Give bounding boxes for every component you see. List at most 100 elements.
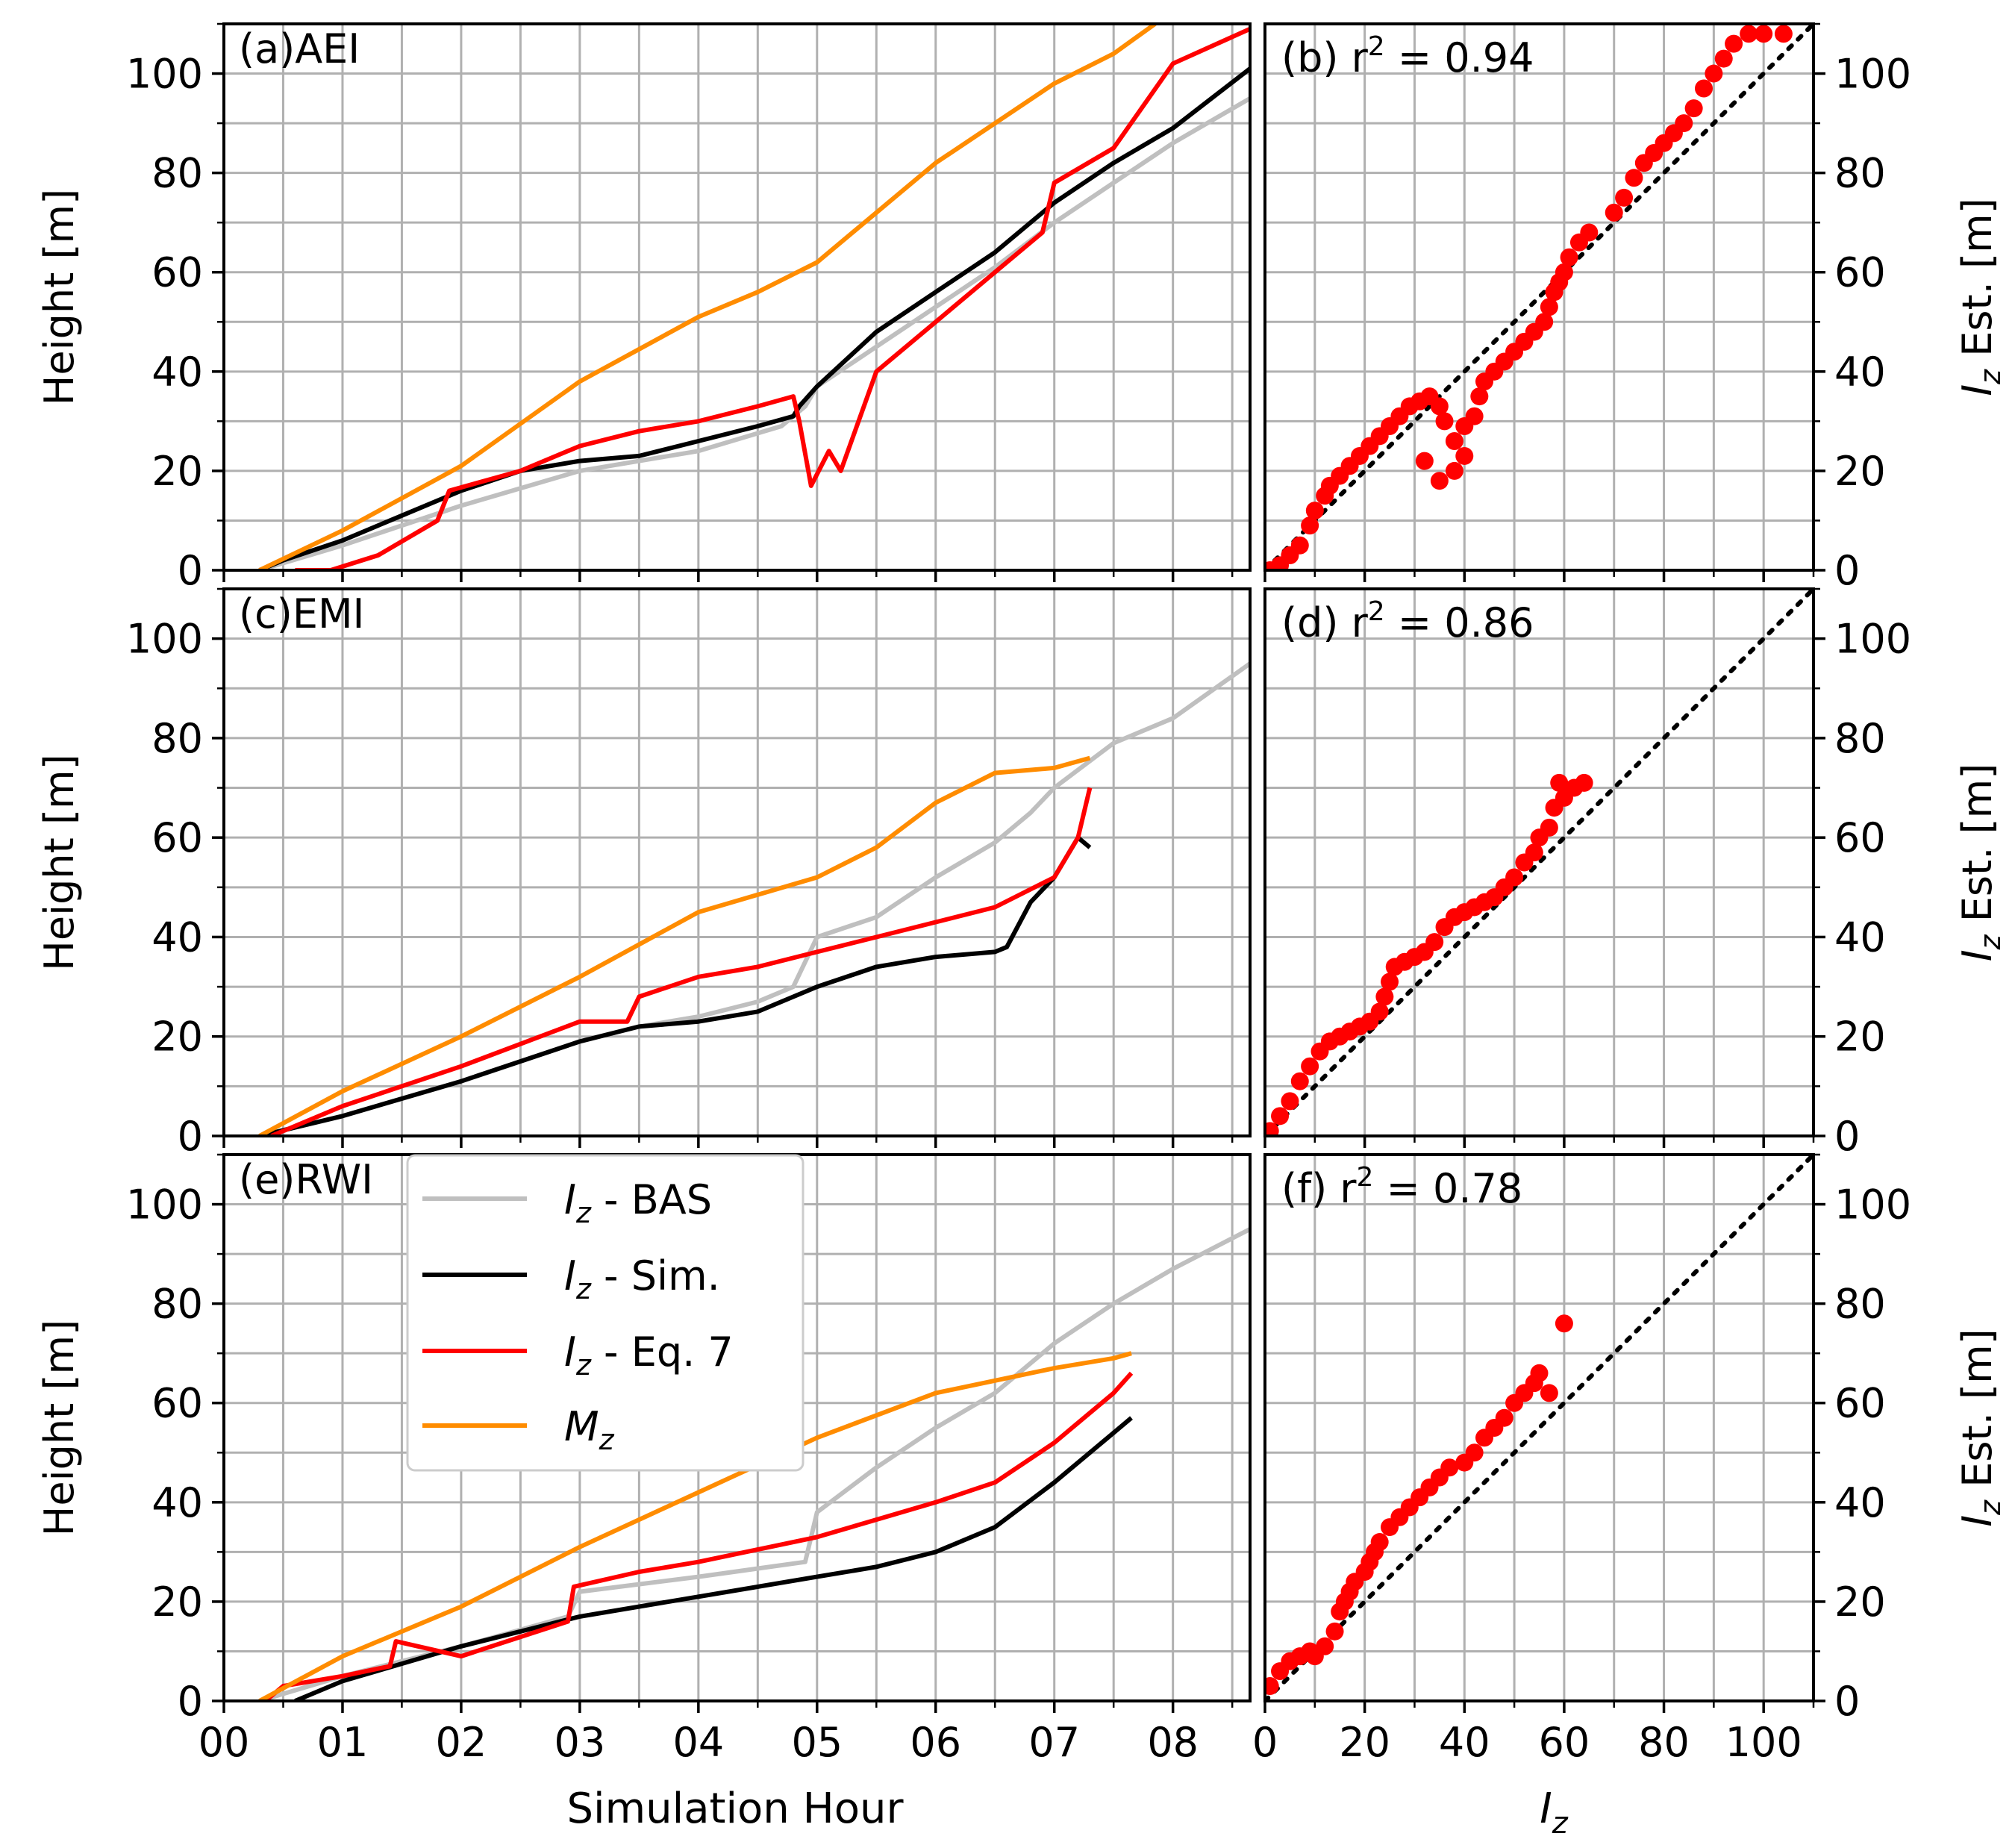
y-tick-label: 40 [1834, 914, 1886, 961]
y-tick-label: 80 [151, 1281, 203, 1328]
y-tick-label: 100 [126, 616, 203, 663]
series-line-mz [258, 24, 1157, 570]
scatter-point [1301, 1057, 1319, 1076]
y-tick-label: 20 [1834, 448, 1886, 495]
diagonal-line [1265, 589, 1814, 1136]
axes-frame [1263, 587, 1815, 1137]
y-tick-label: 0 [178, 547, 203, 594]
scatter-point [1316, 1637, 1334, 1655]
y-tick-label: 40 [151, 1479, 203, 1526]
scatter-point [1550, 773, 1569, 792]
scatter-point [1560, 248, 1578, 266]
scatter-point [1774, 25, 1793, 43]
axes-frame [222, 587, 1252, 1137]
y-tick-label: 80 [1834, 715, 1886, 762]
axes-frame [222, 22, 1252, 572]
y-axis-label: Iz Est. [m] [1954, 764, 2007, 962]
y-tick-label: 100 [126, 51, 203, 98]
scatter-point [1575, 773, 1593, 792]
plot-area [1265, 24, 1814, 570]
panel-title: (e)RWI [239, 1156, 373, 1203]
y-axis-label: Height [m] [36, 189, 83, 405]
scatter-point [1465, 407, 1484, 425]
scatter-point [1430, 397, 1449, 416]
x-axis-label-iz: Iz [1540, 1785, 1569, 1841]
y-tick-label: 60 [1834, 814, 1886, 861]
x-tick-label: 03 [554, 1719, 606, 1766]
panel-title: (a)AEI [239, 25, 360, 72]
y-tick-label: 20 [1834, 1579, 1886, 1626]
panel-a: 0 20 40 60 80 100 (a)AEI Height [m] [36, 22, 1252, 594]
panel-f: 0 20 40 60 80 100 0 20 40 60 80 100 (f) r2 = 0.78 Iz … [1252, 1153, 2007, 1766]
x-tick-label: 06 [910, 1719, 961, 1766]
series-line-eq7 [263, 1371, 1134, 1701]
x-tick-label: 80 [1638, 1719, 1690, 1766]
gridlines [1263, 1153, 1815, 1702]
diagonal-line [1265, 24, 1814, 570]
scatter-point [1375, 987, 1394, 1006]
plot-area [258, 1227, 1250, 1701]
series-line-eq7 [270, 787, 1093, 1136]
y-tick-label: 40 [151, 349, 203, 396]
y-tick-label: 40 [151, 914, 203, 961]
scatter-point [1540, 1384, 1558, 1402]
scatter-point [1755, 25, 1773, 43]
x-tick-label: 60 [1539, 1719, 1590, 1766]
x-tick-label: 40 [1439, 1719, 1490, 1766]
scatter-point [1445, 461, 1463, 480]
scatter-point [1625, 169, 1643, 187]
x-axis-label-hours: Simulation Hour [567, 1785, 905, 1833]
y-axis-label: Height [m] [36, 1320, 83, 1536]
x-tick-label: 07 [1028, 1719, 1080, 1766]
x-tick-label: 0 [1252, 1719, 1278, 1766]
scatter-point [1705, 64, 1723, 83]
y-tick-label: 0 [1834, 1678, 1860, 1725]
y-tick-label: 20 [1834, 1014, 1886, 1061]
legend-label-bas: Iz - BAS [564, 1176, 712, 1229]
series-line-sim [259, 835, 1092, 1136]
plot-area [1265, 1155, 1814, 1701]
x-tick-label: 01 [317, 1719, 369, 1766]
scatter-point [1530, 1364, 1549, 1382]
legend: Iz - BAS Iz - Sim. Iz - Eq. 7 Mz [406, 1154, 805, 1472]
scatter-point [1325, 1622, 1344, 1641]
legend-label-eq7: Iz - Eq. 7 [564, 1329, 734, 1382]
scatter-point [1540, 298, 1558, 316]
scatter-point [1535, 313, 1554, 331]
scatter-point [1605, 203, 1623, 222]
y-axis-label: Iz Est. [m] [1954, 198, 2007, 396]
scatter-point [1265, 1677, 1279, 1696]
scatter-point [1555, 1314, 1573, 1333]
series-line-bas [259, 661, 1250, 1136]
y-axis-label: Height [m] [36, 754, 83, 970]
y-tick-label: 40 [1834, 1479, 1886, 1526]
y-tick-label: 60 [1834, 1380, 1886, 1427]
plot-area [258, 661, 1250, 1136]
plot-area [258, 24, 1250, 570]
axes-frame [1263, 22, 1815, 572]
panel-title: (b) r2 = 0.94 [1281, 31, 1534, 81]
scatter-point [1381, 973, 1399, 991]
series-line-eq7 [295, 26, 1250, 570]
panel-d: 0 20 40 60 80 100 (d) r2 = 0.86 Iz Est. [m] [1263, 587, 2007, 1160]
gridlines [222, 587, 1250, 1137]
y-tick-label: 60 [1834, 249, 1886, 296]
scatter-point [1370, 1533, 1389, 1552]
y-tick-label: 0 [1834, 1113, 1860, 1160]
y-tick-label: 0 [1834, 547, 1860, 594]
scatter-point [1684, 99, 1703, 118]
scatter-point [1465, 1443, 1484, 1462]
series-line-sim [258, 66, 1250, 570]
scatter-point [1495, 1408, 1513, 1427]
scatter-point [1555, 263, 1573, 281]
panel-e: 0 20 40 60 80 100 00 01 02 03 04 05 06 07 08 (e)RWI Heig… [36, 1153, 1252, 1766]
legend-box [406, 1154, 805, 1472]
scatter-point [1695, 79, 1713, 98]
scatter-point [1271, 1107, 1290, 1126]
scatter-point [1290, 1072, 1309, 1090]
panel-b: 0 20 40 60 80 100 (b) r2 = 0.94 Iz Est. [m] [1263, 22, 2007, 594]
y-tick-label: 0 [178, 1113, 203, 1160]
scatter-point [1425, 933, 1444, 952]
panel-title: (d) r2 = 0.86 [1281, 596, 1534, 646]
y-tick-label: 80 [1834, 1281, 1886, 1328]
